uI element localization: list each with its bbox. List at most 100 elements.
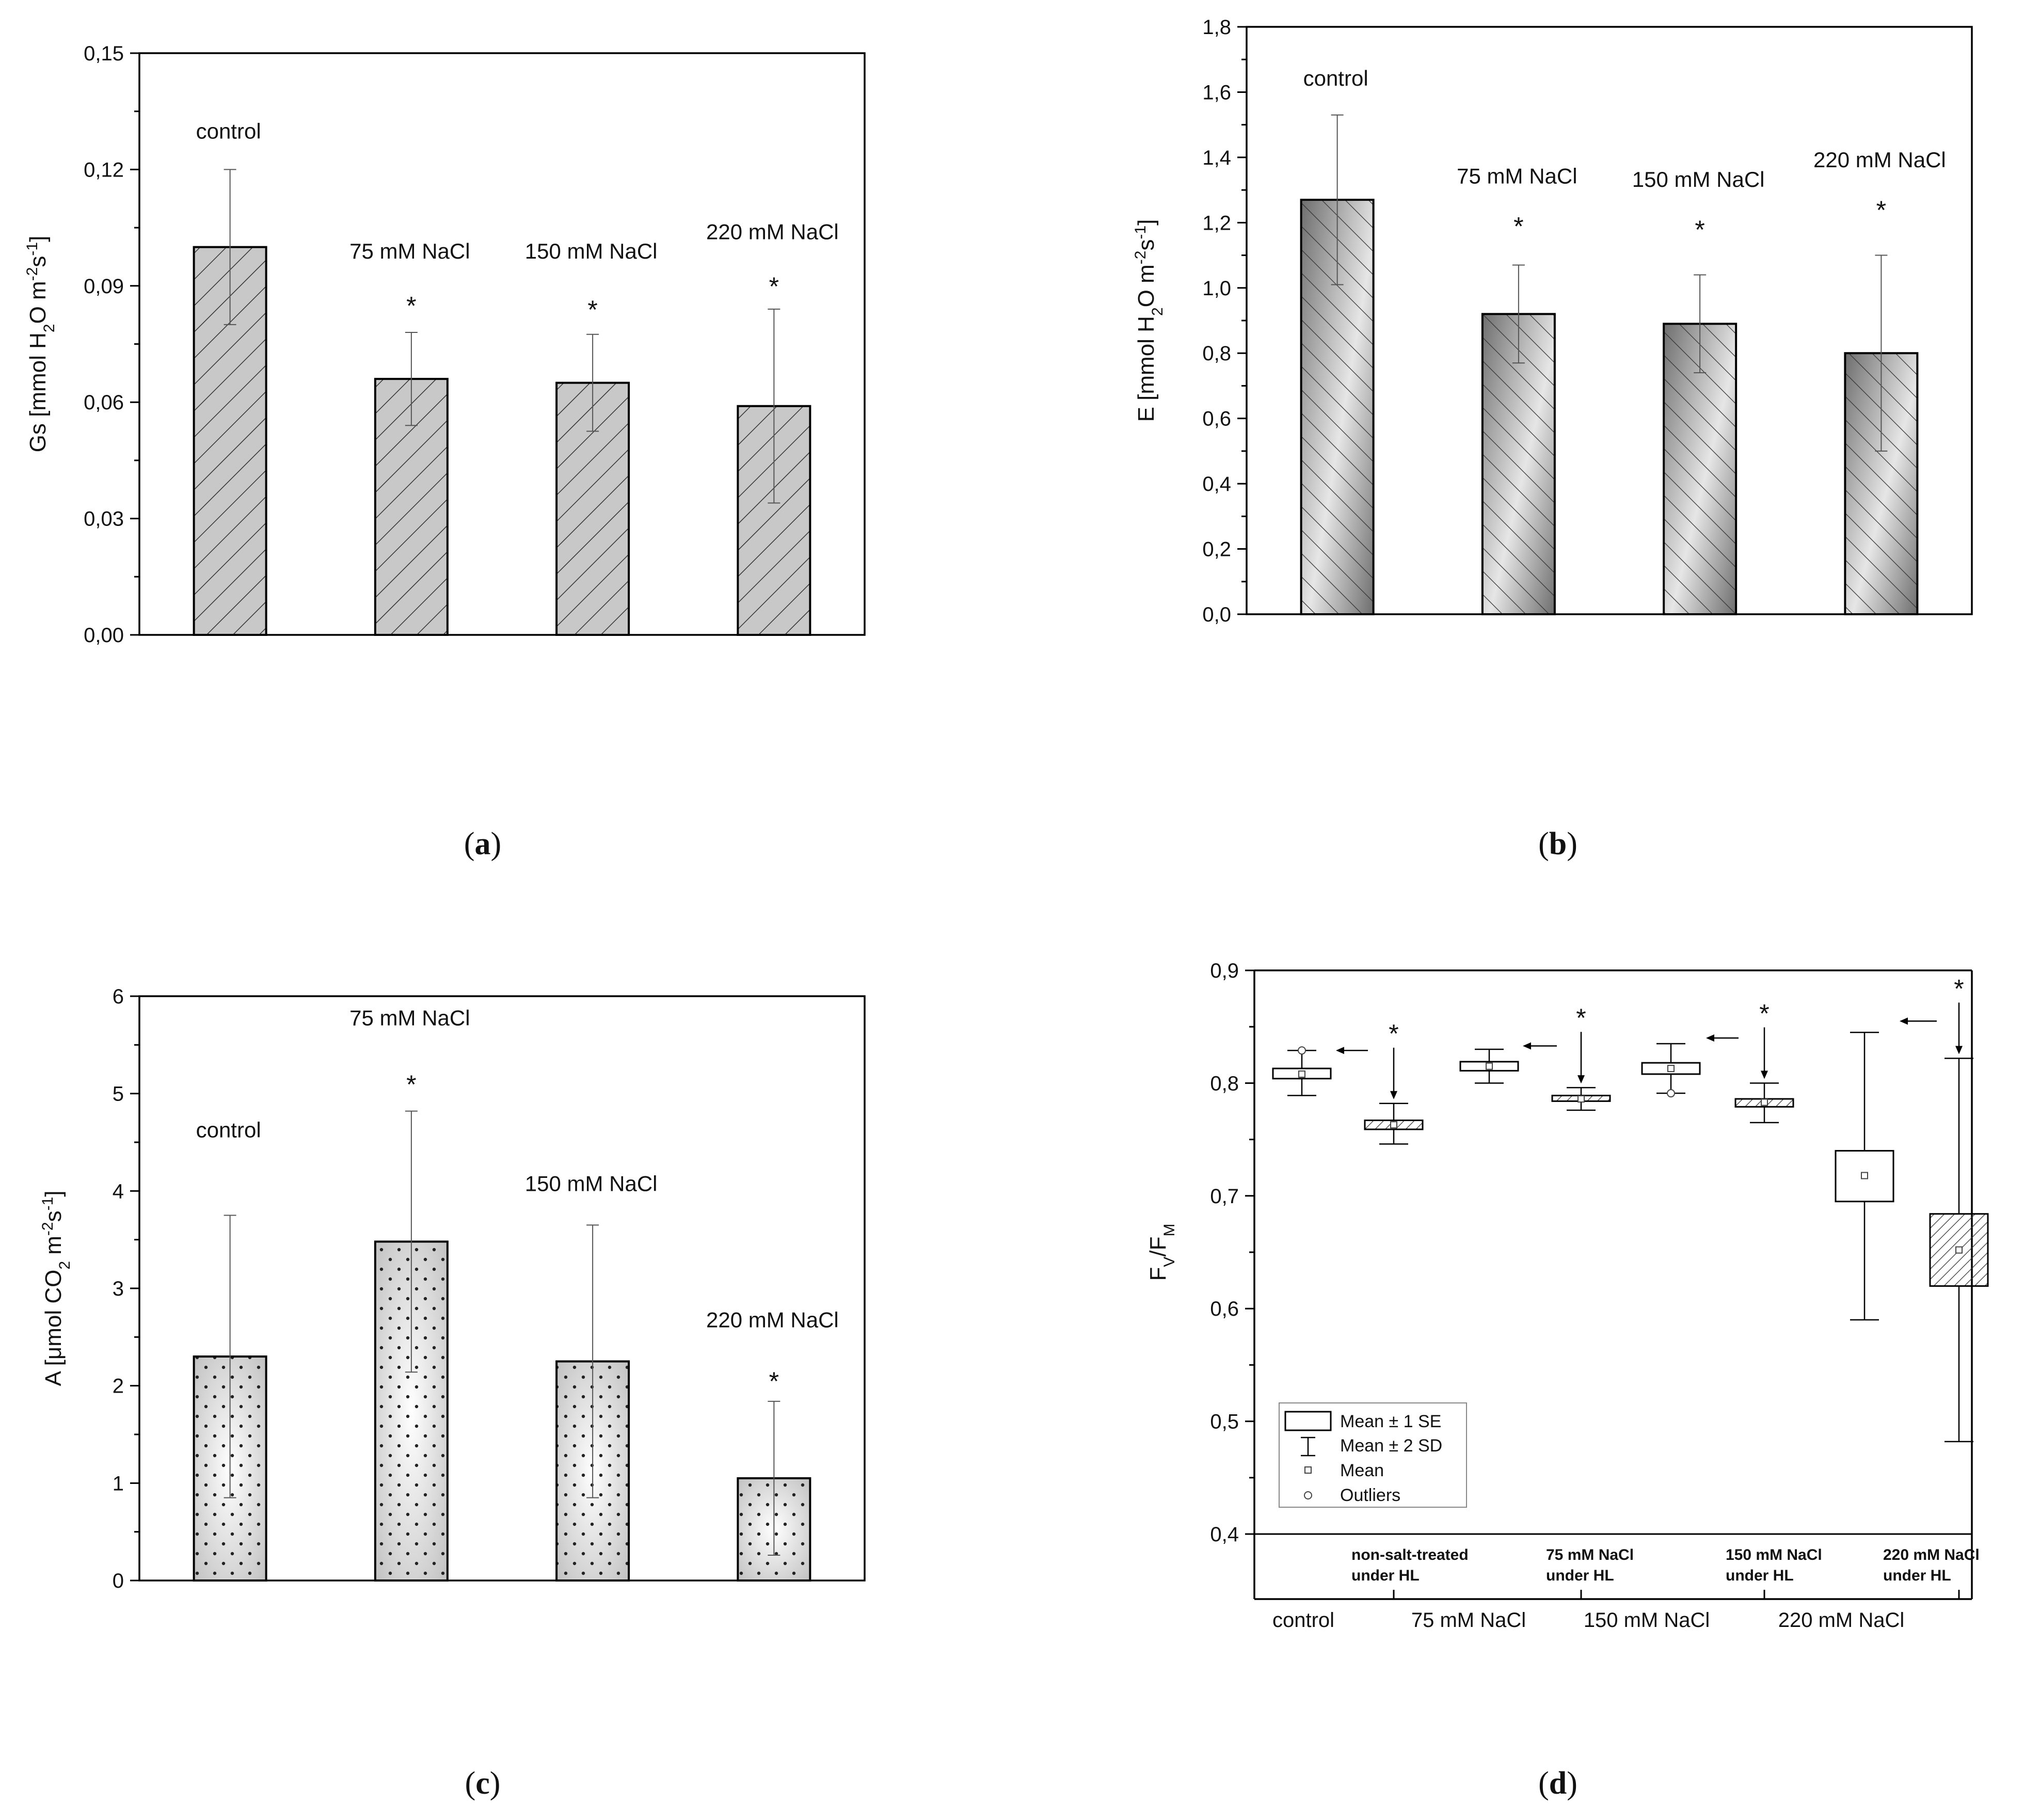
bar-label-3: 150 mM NaCl bbox=[1632, 167, 1765, 191]
bar-label-4: 220 mM NaCl bbox=[706, 1307, 839, 1332]
caption-paren: ) bbox=[491, 826, 502, 861]
mean-marker bbox=[1861, 1172, 1868, 1179]
y-tick-label: 0,8 bbox=[1210, 1072, 1239, 1095]
bar-label-4: 220 mM NaCl bbox=[706, 220, 839, 244]
ylabel-part: V bbox=[1161, 1257, 1178, 1267]
significance-star-3: * bbox=[587, 295, 597, 324]
x-group-label-3: 150 mM NaCl bbox=[1584, 1609, 1710, 1632]
y-tick-label: 0,6 bbox=[1202, 408, 1231, 430]
significance-star-4: * bbox=[769, 1367, 779, 1396]
bar-label-2: 75 mM NaCl bbox=[349, 239, 470, 263]
significance-star-4: * bbox=[1876, 196, 1886, 225]
ylabel-part: -1 bbox=[1132, 226, 1149, 240]
bar-label-2: 75 mM NaCl bbox=[1457, 164, 1577, 188]
arrow-down-head bbox=[1761, 1071, 1768, 1079]
hl-label-3: under HL bbox=[1726, 1567, 1794, 1584]
y-tick-label: 0,12 bbox=[84, 158, 124, 181]
y-tick-label: 1,8 bbox=[1202, 16, 1231, 39]
mean-marker bbox=[1390, 1121, 1397, 1129]
chart-panel-d: 0,4 0,5 0,6 0,7 0,8 0,9 FV/FM * * * * non-salt-trea… bbox=[1145, 960, 1989, 1801]
ylabel-part: ] bbox=[41, 1190, 66, 1196]
hl-label-3: 150 mM NaCl bbox=[1726, 1546, 1822, 1563]
ylabel-part: O m bbox=[1134, 264, 1159, 307]
bar-label-3: 150 mM NaCl bbox=[525, 239, 658, 263]
hl-label-4: 220 mM NaCl bbox=[1883, 1546, 1980, 1563]
ylabel-part: ] bbox=[25, 236, 51, 242]
ylabel-part: -2 bbox=[1132, 251, 1149, 265]
significance-star-2: * bbox=[406, 291, 416, 320]
y-tick-label: 0,9 bbox=[1210, 960, 1239, 982]
significance-star-4: * bbox=[1954, 974, 1964, 1003]
y-tick-label: 0,4 bbox=[1202, 473, 1231, 496]
y-tick-label: 0,09 bbox=[84, 275, 124, 298]
mean-marker bbox=[1761, 1098, 1768, 1106]
legend-label-1: Mean ± 1 SE bbox=[1340, 1412, 1441, 1431]
ylabel-part: m bbox=[41, 1236, 66, 1261]
panel-caption: (a) bbox=[464, 826, 501, 861]
ylabel-part: -2 bbox=[24, 267, 41, 281]
y-tick-label: 0,06 bbox=[84, 391, 124, 414]
bar-label-1: control bbox=[196, 1118, 261, 1142]
mean-marker bbox=[1667, 1065, 1675, 1073]
hl-label-1: non-salt-treated bbox=[1351, 1546, 1469, 1563]
x-group-label-1: control bbox=[1272, 1609, 1334, 1632]
ylabel-part: 2 bbox=[1149, 307, 1166, 316]
ylabel-part: A [μmol CO bbox=[41, 1270, 66, 1386]
arrow-left-head bbox=[1900, 1017, 1908, 1025]
caption-paren: ( bbox=[464, 826, 475, 861]
bar-label-3: 150 mM NaCl bbox=[525, 1171, 658, 1195]
ylabel-part: O m bbox=[25, 281, 51, 324]
panel-caption: (d) bbox=[1538, 1766, 1577, 1801]
chart-panel-b: control 75 mM NaCl * 150 mM NaCl * 220 mM NaC… bbox=[1132, 16, 1973, 861]
hl-label-2: under HL bbox=[1546, 1567, 1614, 1584]
y-tick-label: 4 bbox=[113, 1180, 124, 1203]
bar-2-texture bbox=[1482, 314, 1555, 614]
y-tick-label: 0,7 bbox=[1210, 1185, 1239, 1208]
significance-star-3: * bbox=[1695, 215, 1704, 244]
caption-paren: ( bbox=[1538, 1766, 1549, 1801]
ylabel-part: 2 bbox=[56, 1261, 73, 1270]
y-tick-label: 0,03 bbox=[84, 508, 124, 531]
legend: Mean ± 1 SE Mean ± 2 SD Mean Outliers bbox=[1279, 1402, 1467, 1508]
mean-marker bbox=[1955, 1246, 1963, 1254]
ylabel-part: s bbox=[25, 256, 51, 267]
y-tick-label: 1,2 bbox=[1202, 212, 1231, 234]
chart-panel-c: control 75 mM NaCl * 150 mM NaCl 220 mM NaCl… bbox=[39, 985, 866, 1801]
x-group-label-2: 75 mM NaCl bbox=[1411, 1609, 1526, 1632]
caption-paren: ) bbox=[490, 1766, 501, 1801]
caption-paren: ) bbox=[1567, 1766, 1577, 1801]
legend-label-4: Outliers bbox=[1340, 1486, 1400, 1505]
legend-mean-symbol bbox=[1304, 1466, 1312, 1474]
ylabel-part: F bbox=[1145, 1267, 1171, 1281]
outlier-marker bbox=[1667, 1089, 1675, 1098]
y-tick-label: 1,6 bbox=[1202, 81, 1231, 104]
y-tick-label: 0,4 bbox=[1210, 1523, 1239, 1546]
y-tick-label: 6 bbox=[113, 985, 124, 1008]
y-axis-label: A [μmol CO2 m-2s-1] bbox=[39, 1190, 73, 1386]
ylabel-part: -2 bbox=[39, 1222, 56, 1236]
y-tick-label: 0,5 bbox=[1210, 1411, 1239, 1433]
x-group-label-4: 220 mM NaCl bbox=[1778, 1609, 1905, 1632]
caption-letter: c bbox=[475, 1766, 490, 1801]
outlier-marker bbox=[1298, 1046, 1306, 1055]
arrow-left-head bbox=[1523, 1042, 1531, 1050]
significance-star-2: * bbox=[406, 1070, 416, 1099]
legend-label-3: Mean bbox=[1340, 1461, 1384, 1480]
y-tick-label: 0,0 bbox=[1202, 603, 1231, 626]
legend-outlier-symbol bbox=[1304, 1491, 1312, 1499]
ylabel-part: /F bbox=[1145, 1236, 1171, 1256]
bar-label-1: control bbox=[196, 119, 261, 143]
y-tick-label: 1 bbox=[113, 1472, 124, 1495]
ylabel-part: ] bbox=[1134, 219, 1159, 226]
y-tick-label: 1,0 bbox=[1202, 277, 1231, 300]
ylabel-part: M bbox=[1161, 1223, 1178, 1236]
y-tick-label: 0,8 bbox=[1202, 342, 1231, 365]
caption-paren: ( bbox=[465, 1766, 476, 1801]
y-tick-label: 0,15 bbox=[84, 42, 124, 65]
y-axis-label: E [mmol H2O m-2s-1] bbox=[1132, 219, 1166, 422]
y-tick-label: 1,4 bbox=[1202, 147, 1231, 169]
panel-caption: (c) bbox=[465, 1766, 501, 1801]
caption-letter: d bbox=[1549, 1766, 1567, 1801]
arrow-down-head bbox=[1577, 1075, 1585, 1084]
y-tick-label: 3 bbox=[113, 1278, 124, 1300]
